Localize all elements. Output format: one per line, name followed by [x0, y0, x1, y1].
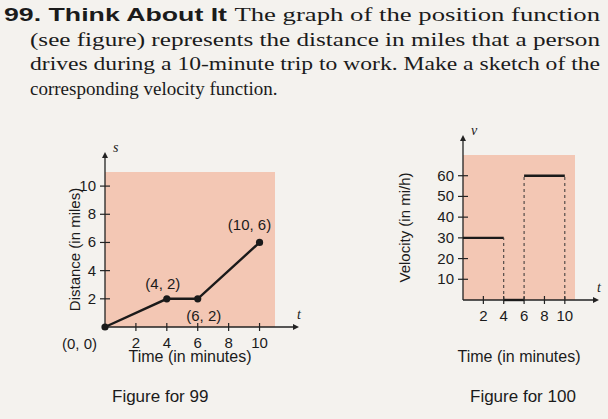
y-tick-label: 8 [88, 205, 96, 222]
chart: 246810246810stDistance (in miles)Time (i… [62, 140, 302, 406]
figure-caption: Figure for 99 [112, 387, 208, 406]
data-label: (0, 0) [62, 335, 97, 352]
plot-area [463, 155, 575, 300]
y-tick [100, 214, 110, 215]
x-tick [483, 296, 484, 304]
y-tick-label: 50 [437, 187, 454, 204]
step-connector [564, 176, 565, 300]
point-marker [256, 239, 263, 246]
x-tick [166, 323, 167, 331]
step-connector [503, 238, 504, 300]
problem-heading: Think About It [49, 4, 235, 25]
x-tick [228, 323, 229, 331]
x-tick [135, 323, 136, 331]
plot-area [105, 172, 275, 327]
x-arrow [293, 324, 299, 330]
x-tick-label: 4 [500, 307, 508, 324]
problem-line-0: 99. Think About It The graph of the posi… [4, 4, 601, 25]
x-tick-label: 10 [556, 307, 573, 324]
x-tick [259, 323, 260, 331]
position-line [105, 242, 260, 327]
x-tick-label: 2 [479, 307, 487, 324]
point-marker [163, 295, 170, 302]
figure-caption: Figure for 100 [470, 387, 576, 406]
y-tick [458, 279, 468, 280]
x-tick-label: 6 [520, 307, 528, 324]
y-tick-label: 30 [437, 229, 454, 246]
problem-text: drives during a 10-minute trip to work. … [30, 53, 600, 74]
data-label: (4, 2) [145, 275, 180, 292]
y-tick [100, 242, 110, 243]
problem-number: 99. [4, 4, 49, 25]
velocity-segment [524, 175, 565, 177]
y-tick [100, 298, 110, 299]
chart: 2468 10 10 20 30 40 50 60 v t Velocity (in mi/h) Ti… [396, 123, 602, 406]
x-arrow [593, 297, 599, 303]
x-tick [544, 296, 545, 304]
y-tick [458, 175, 468, 176]
point-marker [101, 323, 108, 330]
point-marker [194, 295, 201, 302]
axis-symbol: s [113, 140, 119, 155]
y-tick [458, 217, 468, 218]
y-tick [100, 270, 110, 271]
x-axis [463, 299, 593, 300]
problem-text: (see figure) represents the distance in … [30, 29, 601, 51]
velocity-segment [504, 299, 524, 301]
y-tick-label: 60 [437, 167, 454, 184]
y-tick [458, 196, 468, 197]
x-tick-label: 8 [540, 307, 548, 324]
y-tick-label: 4 [88, 262, 96, 279]
y-arrow [102, 152, 108, 158]
axis-symbol: t [297, 307, 302, 322]
y-arrow [460, 135, 466, 141]
data-label: (6, 2) [186, 307, 221, 324]
y-tick-label: 40 [437, 208, 454, 225]
y-tick [458, 258, 468, 259]
page: 99. Think About It The graph of the posi… [0, 0, 608, 419]
axis-symbol: t [597, 280, 602, 295]
background [0, 0, 608, 419]
y-tick-label: 20 [437, 250, 454, 267]
y-tick-label: 6 [88, 233, 96, 250]
y-axis [462, 141, 463, 300]
y-tick [100, 185, 110, 186]
axis-symbol: v [471, 123, 478, 138]
y-axis-label: Distance (in miles) [66, 188, 83, 311]
y-axis-label: Velocity (in mi/h) [396, 172, 413, 282]
y-tick-label: 10 [437, 270, 454, 287]
problem-text: corresponding velocity function. [30, 78, 277, 99]
velocity-segment [463, 237, 504, 239]
x-tick-label: 10 [251, 334, 268, 351]
problem-text: The graph of the position function [234, 4, 600, 25]
data-group [463, 176, 565, 300]
data-group [101, 239, 263, 331]
data-label: (10, 6) [228, 216, 271, 233]
x-axis [105, 326, 293, 327]
y-tick-label: 2 [88, 290, 96, 307]
x-tick [197, 323, 198, 331]
x-axis-label: Time (in minutes) [129, 348, 252, 365]
step-connector [524, 176, 525, 300]
x-axis-label: Time (in minutes) [458, 348, 581, 365]
